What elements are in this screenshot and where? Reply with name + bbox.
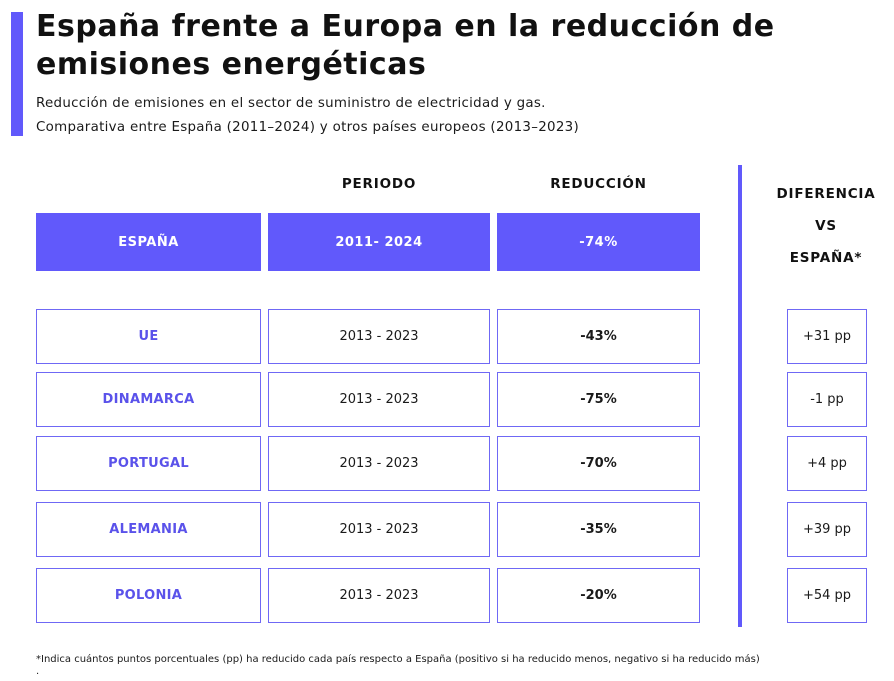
column-header-period: PERIODO bbox=[341, 176, 417, 192]
reduction-cell: -43% bbox=[497, 309, 700, 364]
footnote: *Indica cuántos puntos porcentuales (pp)… bbox=[36, 654, 760, 665]
page-title: España frente a Europa en la reducción d… bbox=[36, 8, 775, 84]
title-line-1: España frente a Europa en la reducción d… bbox=[36, 9, 775, 44]
difference-header-line-3: ESPAÑA* bbox=[789, 250, 863, 266]
difference-header-line-1: DIFERENCIA bbox=[776, 186, 876, 202]
country-cell: POLONIA bbox=[36, 568, 261, 623]
subtitle-line-1: Reducción de emisiones en el sector de s… bbox=[36, 96, 546, 111]
difference-cell: +54 pp bbox=[787, 568, 867, 623]
difference-cell: +4 pp bbox=[787, 436, 867, 491]
country-cell: ALEMANIA bbox=[36, 502, 261, 557]
difference-cell: +39 pp bbox=[787, 502, 867, 557]
reduction-cell: -20% bbox=[497, 568, 700, 623]
column-header-difference: DIFERENCIA VS ESPAÑA* bbox=[758, 178, 894, 274]
reference-period-cell: 2011- 2024 bbox=[268, 213, 490, 271]
period-cell: 2013 - 2023 bbox=[268, 568, 490, 623]
country-cell: PORTUGAL bbox=[36, 436, 261, 491]
reduction-cell: -75% bbox=[497, 372, 700, 427]
subtitle-line-2: Comparativa entre España (2011–2024) y o… bbox=[36, 120, 580, 135]
reduction-cell: -70% bbox=[497, 436, 700, 491]
footnote-end: . bbox=[36, 666, 40, 677]
difference-cell: +31 pp bbox=[787, 309, 867, 364]
column-header-reduction: REDUCCIÓN bbox=[550, 176, 647, 192]
period-cell: 2013 - 2023 bbox=[268, 309, 490, 364]
reduction-cell: -35% bbox=[497, 502, 700, 557]
reference-reduction-cell: -74% bbox=[497, 213, 700, 271]
period-cell: 2013 - 2023 bbox=[268, 436, 490, 491]
country-cell: DINAMARCA bbox=[36, 372, 261, 427]
period-cell: 2013 - 2023 bbox=[268, 372, 490, 427]
title-line-2: emisiones energéticas bbox=[36, 47, 427, 82]
column-divider bbox=[738, 165, 742, 627]
difference-header-line-2: VS bbox=[815, 218, 837, 234]
reference-country-cell: ESPAÑA bbox=[36, 213, 261, 271]
period-cell: 2013 - 2023 bbox=[268, 502, 490, 557]
title-accent-bar bbox=[11, 12, 23, 136]
country-cell: UE bbox=[36, 309, 261, 364]
difference-cell: -1 pp bbox=[787, 372, 867, 427]
